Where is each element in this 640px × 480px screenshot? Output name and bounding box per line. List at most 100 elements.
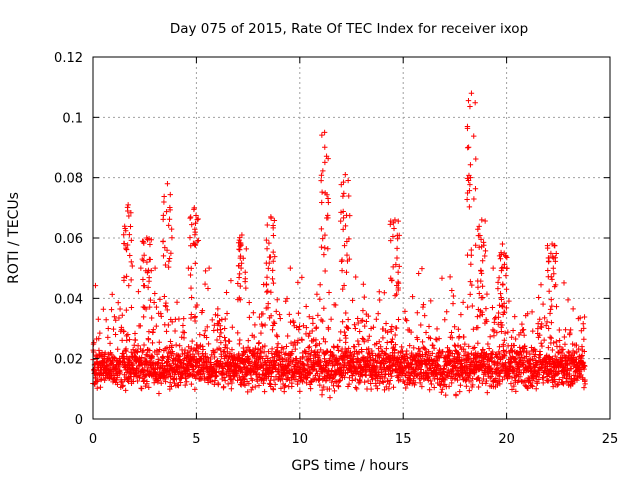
data-point (479, 258, 486, 264)
data-point (467, 278, 474, 285)
data-point (319, 387, 325, 393)
data-point (339, 267, 345, 274)
data-point (202, 281, 208, 287)
data-point (128, 259, 134, 265)
data-point (388, 218, 394, 224)
data-point (392, 292, 398, 299)
data-point (238, 260, 245, 266)
y-tick-label: 0.02 (54, 353, 83, 368)
data-point (524, 311, 531, 317)
data-point (420, 301, 427, 308)
data-point (503, 286, 510, 292)
data-point (110, 359, 116, 365)
data-point (516, 367, 523, 373)
data-point (377, 344, 384, 350)
data-point (565, 349, 571, 355)
data-point (442, 317, 448, 323)
data-point (273, 357, 280, 364)
data-point (318, 172, 325, 178)
data-point (476, 378, 483, 384)
data-point (132, 337, 139, 343)
data-point (155, 359, 162, 366)
data-point (437, 381, 443, 388)
data-point (272, 360, 279, 366)
data-point (556, 376, 562, 383)
data-point (468, 261, 474, 268)
data-point (454, 377, 461, 383)
data-point (316, 353, 322, 359)
data-point (189, 338, 195, 344)
data-point (96, 347, 102, 354)
data-point (237, 337, 243, 343)
data-point (121, 240, 127, 247)
data-point (149, 353, 156, 359)
data-point (530, 328, 536, 334)
data-point (280, 346, 286, 352)
data-point (278, 349, 284, 355)
data-point (581, 336, 587, 342)
data-point (188, 265, 194, 272)
data-point (209, 317, 215, 323)
data-point (352, 376, 359, 382)
data-point (181, 315, 187, 322)
data-point (466, 355, 472, 362)
data-point (359, 317, 366, 324)
data-point (527, 360, 533, 367)
data-point (450, 300, 456, 307)
data-point (445, 367, 451, 373)
data-point (476, 290, 482, 297)
data-point (187, 215, 193, 221)
data-point (327, 356, 333, 362)
data-point (194, 302, 200, 308)
data-point (510, 327, 516, 334)
data-point (503, 265, 510, 272)
data-point (468, 90, 475, 96)
data-point (379, 378, 386, 385)
data-point (403, 385, 409, 391)
data-point (222, 352, 229, 359)
data-point (553, 339, 560, 345)
data-point (191, 205, 198, 211)
data-point (529, 356, 536, 362)
data-point (366, 333, 373, 339)
data-point (223, 342, 229, 348)
data-point (209, 378, 215, 385)
data-point (382, 350, 388, 357)
data-point (386, 385, 392, 392)
data-point (408, 329, 414, 335)
data-point (167, 338, 174, 345)
data-point (418, 322, 424, 328)
data-point (551, 271, 557, 277)
data-point (245, 337, 251, 344)
data-point (464, 359, 470, 366)
data-point (549, 254, 556, 260)
data-point (562, 341, 568, 347)
data-point (292, 346, 299, 352)
data-point (164, 181, 171, 187)
data-point (470, 382, 476, 388)
data-point (416, 346, 422, 352)
data-point (176, 316, 182, 322)
data-point (565, 297, 571, 303)
x-tick-labels: 0 5 10 15 20 25 (89, 432, 618, 447)
data-point (284, 295, 290, 302)
data-point (132, 330, 138, 337)
data-point (499, 377, 506, 383)
data-point (101, 353, 108, 360)
data-point (147, 297, 154, 303)
data-point (503, 253, 509, 260)
data-point (266, 315, 273, 321)
data-point (544, 242, 551, 249)
data-point (502, 330, 508, 336)
data-point (467, 181, 473, 188)
data-point (319, 199, 325, 206)
data-point (160, 355, 167, 361)
data-point (214, 357, 221, 364)
data-point (202, 268, 209, 274)
data-point (362, 323, 368, 329)
data-point (417, 380, 423, 386)
data-point (329, 379, 335, 385)
data-point (487, 375, 493, 381)
data-point (431, 384, 437, 391)
data-point (228, 386, 235, 392)
